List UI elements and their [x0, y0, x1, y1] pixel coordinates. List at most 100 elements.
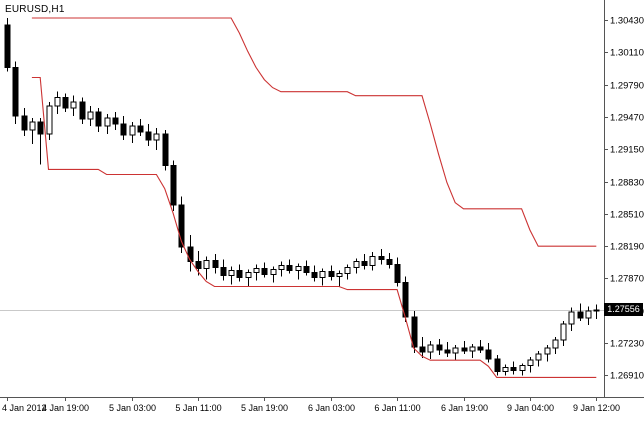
candle-body-bear	[120, 123, 127, 136]
price-axis-label: 1.29470	[610, 113, 644, 123]
price-axis-label: 1.29790	[610, 81, 644, 91]
candle	[494, 355, 501, 376]
candle	[502, 364, 509, 376]
candle	[120, 115, 127, 141]
candle-body-bear	[386, 258, 393, 265]
candle-body-bear	[4, 24, 11, 68]
candle	[129, 121, 136, 144]
candle-body-bull	[319, 270, 326, 278]
candle-body-bear	[170, 164, 177, 206]
candle-body-bull	[353, 260, 360, 268]
price-axis-label: 1.30110	[610, 48, 644, 58]
candle-body-bear	[236, 269, 243, 278]
candle-body-bull	[295, 265, 302, 271]
candle-body-bear	[311, 271, 318, 278]
candle	[228, 266, 235, 285]
candle-body-bear	[62, 97, 69, 109]
candle	[427, 341, 434, 360]
candle-body-bear	[419, 346, 426, 353]
candle	[137, 118, 144, 137]
candle-body-bear	[220, 266, 227, 276]
candle-body-bull	[270, 268, 277, 275]
candle	[87, 105, 94, 127]
candle-body-bear	[303, 265, 310, 273]
candle-body-bull	[228, 269, 235, 276]
candle-body-bear	[187, 246, 194, 262]
candle-body-bear	[494, 358, 501, 372]
candle	[560, 320, 567, 347]
candle-body-bull	[560, 323, 567, 341]
candle-body-bull	[344, 266, 351, 274]
candle	[544, 345, 551, 362]
candle	[46, 101, 53, 141]
candle-body-bull	[544, 347, 551, 355]
candle	[344, 264, 351, 280]
candle-body-bear	[436, 344, 443, 351]
price-axis-label: 1.26910	[610, 371, 644, 381]
candle	[261, 262, 268, 278]
candle	[178, 196, 185, 254]
candle	[444, 342, 451, 358]
candle-body-bull	[129, 125, 136, 136]
candle-body-bull	[245, 271, 252, 278]
candle	[303, 260, 310, 276]
candle-body-bull	[253, 267, 260, 273]
candle-body-bear	[485, 349, 492, 360]
candle-body-bear	[361, 260, 368, 266]
current-price-tag: 1.27556	[604, 303, 643, 316]
candle-body-bull	[46, 105, 53, 135]
candle	[145, 123, 152, 147]
candle	[477, 340, 484, 354]
candle	[62, 93, 69, 112]
candle-body-bull	[469, 346, 476, 352]
candle	[245, 269, 252, 287]
candle	[220, 259, 227, 281]
candle	[253, 264, 260, 281]
candle	[104, 113, 111, 135]
candle-body-bull	[593, 309, 600, 312]
candle	[419, 337, 426, 359]
time-axis-label: 6 Jan 11:00	[374, 403, 420, 413]
candle	[278, 261, 285, 277]
time-axis-label: 6 Jan 19:00	[441, 403, 488, 413]
candle-body-bear	[21, 115, 28, 131]
candle	[568, 307, 575, 331]
candle-body-bear	[137, 125, 144, 133]
candle-body-bear	[411, 316, 418, 348]
candle-body-bull	[535, 353, 542, 361]
candle-body-bear	[12, 66, 19, 117]
candle-body-bear	[461, 347, 468, 352]
candle-body-bull	[552, 339, 559, 349]
candle	[527, 357, 534, 373]
candle-body-bear	[510, 366, 517, 371]
candle	[336, 270, 343, 287]
time-axis-label: 6 Jan 03:00	[308, 403, 355, 413]
candle	[461, 341, 468, 355]
candle-body-bear	[79, 101, 86, 120]
candle	[394, 257, 401, 287]
candle-body-bull	[336, 272, 343, 277]
candle	[170, 160, 177, 211]
candle	[95, 107, 102, 133]
candle	[328, 265, 335, 281]
candle	[585, 306, 592, 325]
candle-body-bull	[87, 111, 94, 120]
candle	[535, 351, 542, 367]
price-axis-label: 1.28510	[610, 210, 644, 220]
time-axis-label: 9 Jan 12:00	[573, 403, 620, 413]
time-axis-label: 9 Jan 04:00	[507, 403, 554, 413]
candle	[295, 263, 302, 280]
candle	[162, 130, 169, 171]
candle	[353, 258, 360, 274]
candle-body-bear	[162, 133, 169, 166]
candle	[153, 128, 160, 151]
candle-body-bear	[261, 267, 268, 275]
price-axis-label: 1.28190	[610, 242, 644, 252]
candle	[4, 17, 11, 72]
candle	[469, 344, 476, 359]
candle-body-bear	[37, 121, 44, 135]
